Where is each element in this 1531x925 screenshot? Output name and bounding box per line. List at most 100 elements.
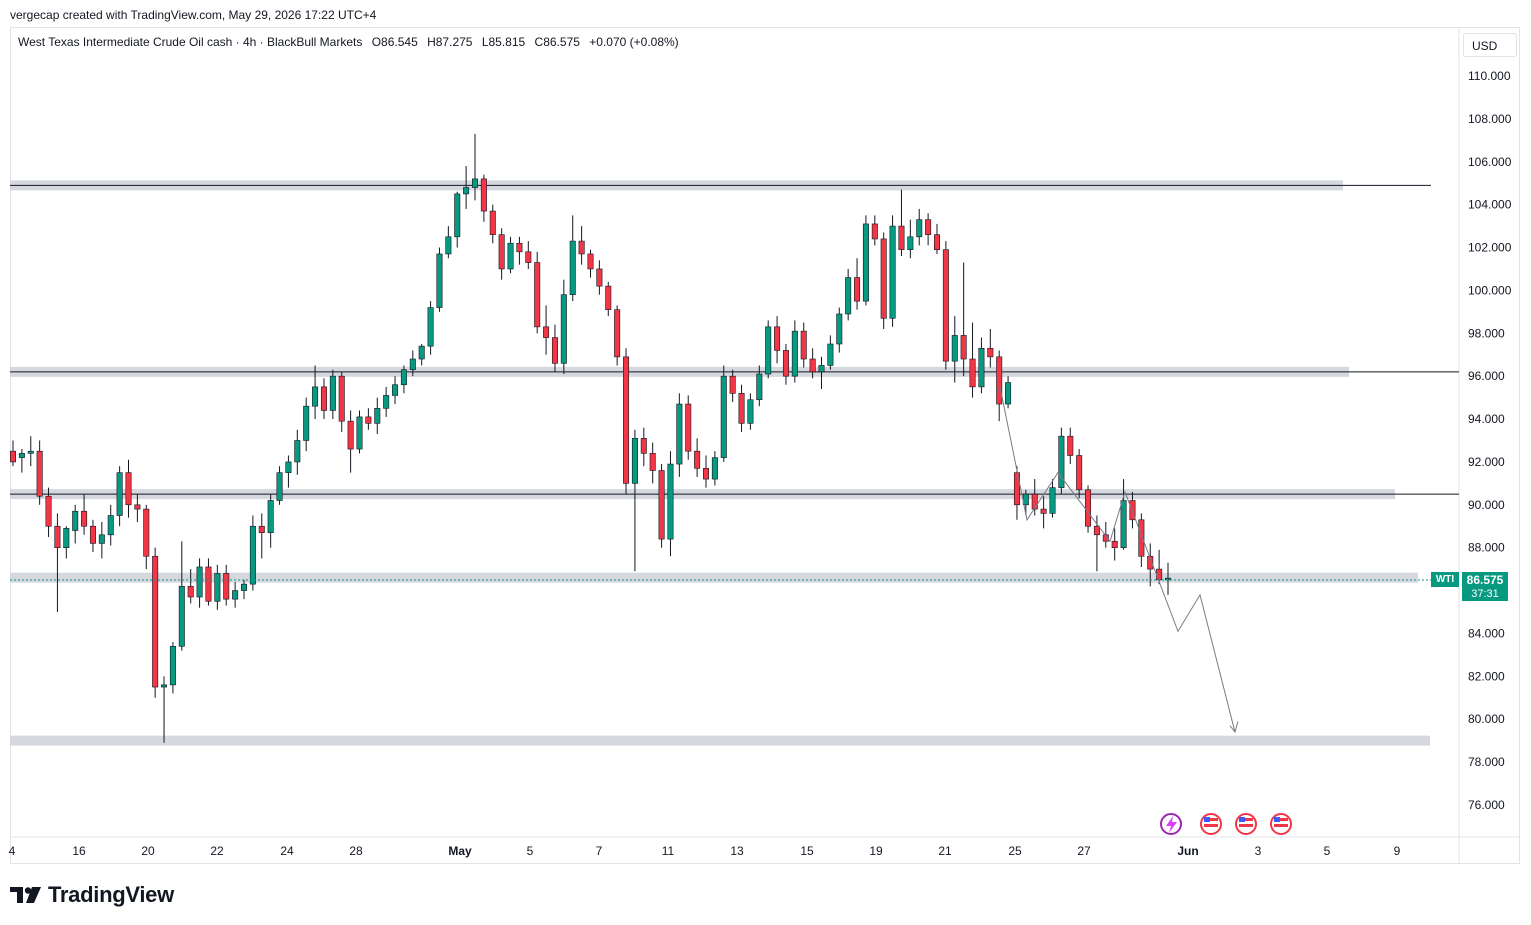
candle bbox=[685, 395, 692, 460]
candle bbox=[1049, 479, 1056, 518]
last-price-badge: 86.575 37:31 bbox=[1462, 572, 1508, 601]
candle bbox=[241, 579, 248, 600]
candle bbox=[658, 464, 665, 548]
candle bbox=[729, 369, 736, 402]
projection-line bbox=[999, 386, 1236, 733]
legend-close: C86.575 bbox=[534, 35, 580, 49]
time-tick-label: 22 bbox=[210, 844, 224, 858]
price-tick-label: 92.000 bbox=[1468, 455, 1505, 469]
candle bbox=[854, 258, 861, 310]
candle bbox=[534, 251, 541, 334]
candle bbox=[907, 219, 914, 259]
price-tick-label: 82.000 bbox=[1468, 669, 1505, 683]
candle bbox=[1058, 427, 1065, 495]
time-tick-label: 25 bbox=[1008, 844, 1022, 858]
candle bbox=[276, 466, 283, 505]
candle bbox=[631, 429, 638, 572]
candle bbox=[338, 371, 345, 432]
candle bbox=[933, 223, 940, 254]
candle bbox=[98, 521, 105, 559]
candle bbox=[249, 515, 256, 591]
time-tick-label: 24 bbox=[280, 844, 294, 858]
candle bbox=[916, 208, 923, 246]
bar-countdown: 37:31 bbox=[1471, 588, 1499, 600]
candle bbox=[1076, 449, 1083, 499]
candle bbox=[942, 241, 949, 370]
candle bbox=[152, 547, 159, 698]
candle bbox=[1120, 479, 1127, 550]
candle bbox=[640, 427, 647, 467]
candle bbox=[312, 365, 319, 420]
candle bbox=[18, 449, 25, 473]
candle bbox=[845, 268, 852, 321]
candle bbox=[605, 281, 612, 317]
us-flag-event-icon[interactable] bbox=[1270, 813, 1292, 835]
candle bbox=[63, 526, 70, 559]
candle bbox=[800, 322, 807, 368]
us-flag-event-icon[interactable] bbox=[1200, 813, 1222, 835]
candle bbox=[578, 226, 585, 265]
legend-symbol[interactable]: West Texas Intermediate Crude Oil cash ·… bbox=[18, 35, 363, 49]
time-tick-label: 27 bbox=[1077, 844, 1091, 858]
candle bbox=[445, 226, 452, 259]
candle bbox=[711, 451, 718, 486]
candle bbox=[1165, 562, 1172, 595]
candle bbox=[498, 228, 505, 280]
price-tick-label: 94.000 bbox=[1468, 412, 1505, 426]
candle bbox=[791, 320, 798, 383]
candle bbox=[1111, 528, 1118, 561]
price-tick-label: 90.000 bbox=[1468, 498, 1505, 512]
candle bbox=[365, 408, 372, 430]
candle bbox=[347, 410, 354, 473]
zone-band bbox=[10, 735, 1430, 746]
chart-panel[interactable] bbox=[10, 27, 1520, 864]
candle bbox=[720, 365, 727, 462]
candle bbox=[889, 215, 896, 327]
time-tick-label: 21 bbox=[938, 844, 952, 858]
time-tick-label: 16 bbox=[72, 844, 86, 858]
candle bbox=[1013, 466, 1020, 520]
price-tick-label: 110.000 bbox=[1468, 69, 1511, 83]
legend-open: O86.545 bbox=[371, 35, 418, 49]
price-tick-label: 76.000 bbox=[1468, 798, 1505, 812]
price-tick-label: 98.000 bbox=[1468, 326, 1505, 340]
time-tick-label: May bbox=[448, 844, 472, 858]
candle bbox=[489, 204, 496, 244]
time-axis-labels: 4 16 20 22 24 28 May 5 7 11 13 15 19 21 25 27 Jun 3 5 9 bbox=[9, 844, 1401, 858]
time-tick-label: 11 bbox=[662, 844, 675, 858]
candle bbox=[258, 513, 265, 559]
currency-selector[interactable]: USD bbox=[1463, 33, 1517, 57]
candle bbox=[187, 569, 194, 604]
candle bbox=[320, 378, 327, 420]
candle bbox=[587, 249, 594, 278]
us-flag-event-icon[interactable] bbox=[1235, 813, 1257, 835]
legend-low: L85.815 bbox=[481, 35, 526, 49]
tradingview-logo[interactable]: TradingView bbox=[10, 882, 174, 908]
candle bbox=[694, 438, 701, 477]
candle bbox=[898, 189, 905, 257]
time-tick-label: 9 bbox=[1394, 844, 1401, 858]
candle bbox=[747, 393, 754, 430]
candle bbox=[161, 676, 168, 743]
candle bbox=[10, 440, 17, 467]
candle bbox=[836, 307, 843, 353]
candle bbox=[702, 455, 709, 488]
candle bbox=[196, 558, 203, 608]
last-price-value: 86.575 bbox=[1466, 573, 1504, 587]
candle bbox=[543, 305, 550, 355]
tradingview-logo-icon bbox=[10, 887, 41, 903]
price-tick-label: 78.000 bbox=[1468, 755, 1505, 769]
candle bbox=[134, 494, 141, 522]
time-tick-label: 20 bbox=[141, 844, 155, 858]
price-tick-label: 106.000 bbox=[1468, 155, 1512, 169]
candle bbox=[125, 459, 132, 518]
candle bbox=[676, 393, 683, 477]
candle bbox=[471, 133, 478, 201]
lightning-event-icon[interactable] bbox=[1160, 813, 1182, 835]
candle bbox=[765, 320, 772, 379]
time-tick-label: Jun bbox=[1177, 844, 1198, 858]
candle bbox=[925, 213, 932, 246]
time-tick-label: 7 bbox=[596, 844, 603, 858]
candle bbox=[782, 344, 789, 385]
